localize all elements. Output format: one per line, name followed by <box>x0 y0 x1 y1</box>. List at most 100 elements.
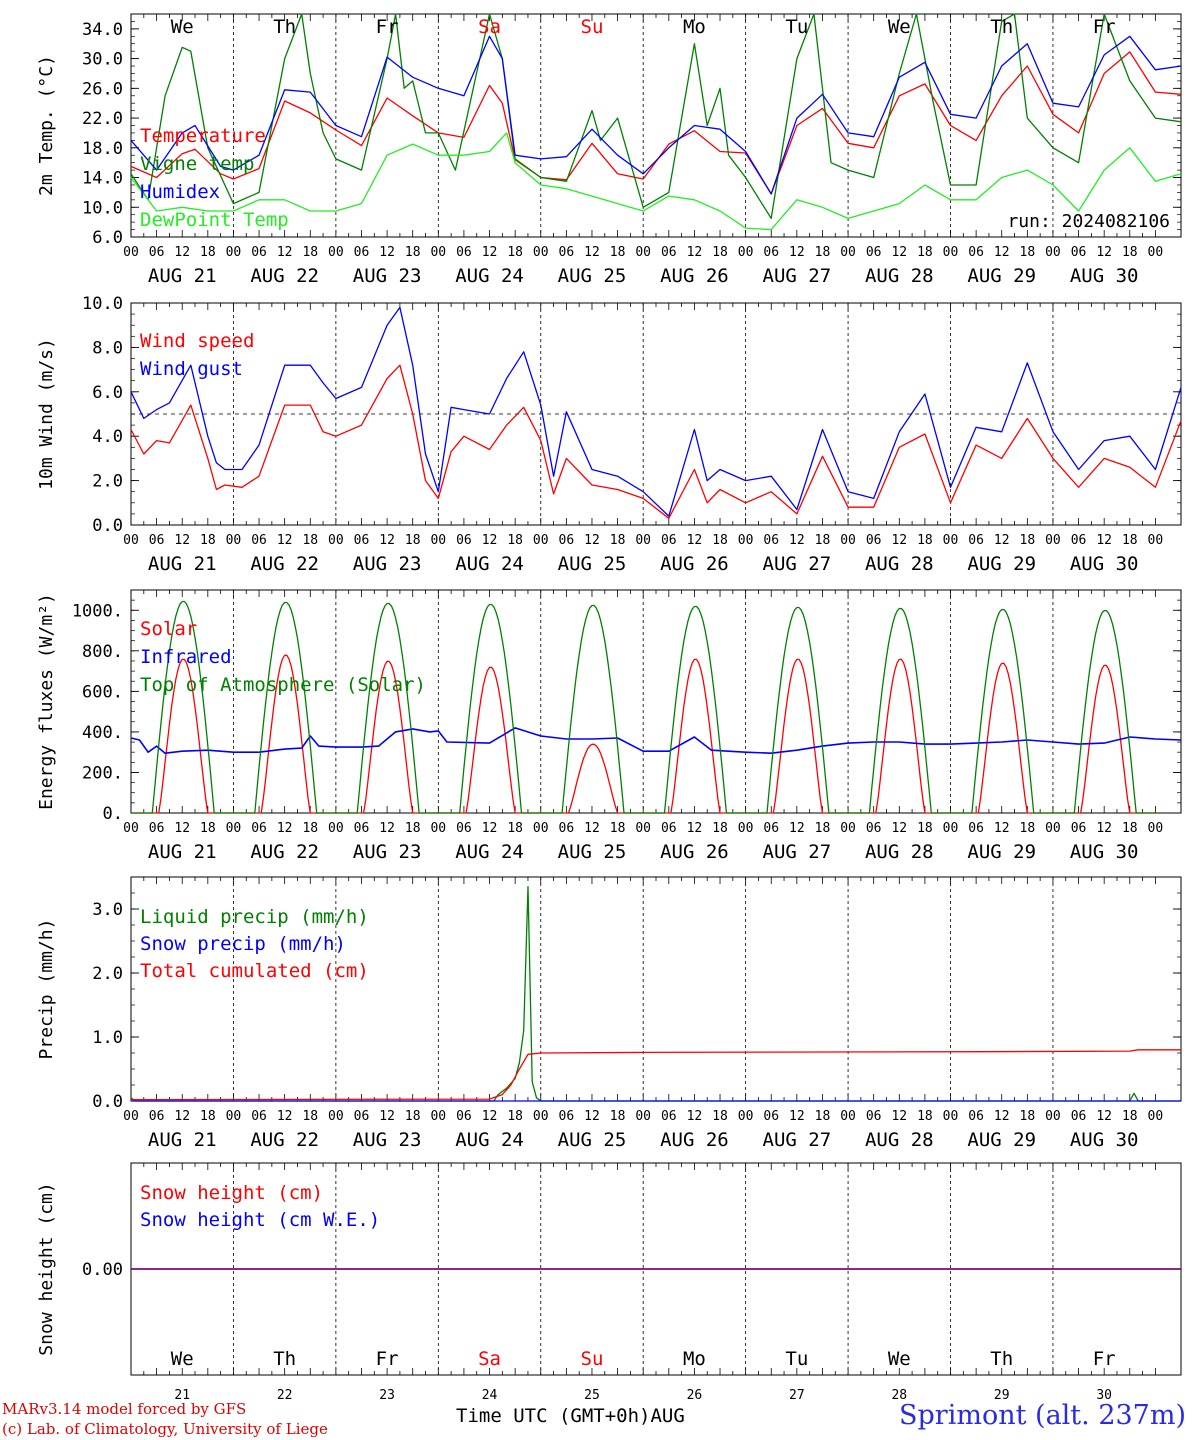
energy-date-label: AUG 29 <box>967 841 1036 863</box>
snow-day-name: Fr <box>376 1348 399 1370</box>
precip-hour-label: 12 <box>891 1109 907 1124</box>
temperature-hour-label: 18 <box>302 245 318 260</box>
temperature-y-tick-label: 34.0 <box>82 20 123 40</box>
temperature-hour-label: 12 <box>891 245 907 260</box>
snow-day-number: 26 <box>687 1388 703 1403</box>
wind-hour-label: 18 <box>917 533 933 548</box>
snow-day-number: 23 <box>379 1388 395 1403</box>
precip-hour-label: 12 <box>1096 1109 1112 1124</box>
temperature-date-label: AUG 25 <box>558 265 627 287</box>
precip-hour-label: 06 <box>354 1109 370 1124</box>
energy-y-tick-label: 600. <box>82 682 123 702</box>
precip-y-tick-label: 1.0 <box>92 1028 123 1048</box>
wind-date-label: AUG 21 <box>148 553 217 575</box>
precip-y-axis-title: Precip (mm/h) <box>36 919 57 1060</box>
temperature-y-tick-label: 10.0 <box>82 198 123 218</box>
temperature-hour-label: 06 <box>559 245 575 260</box>
precip-legend-total-cumulated-cm-: Total cumulated (cm) <box>140 960 369 982</box>
precip-hour-label: 12 <box>789 1109 805 1124</box>
energy-hour-label: 18 <box>507 821 523 836</box>
energy-date-label: AUG 23 <box>353 841 422 863</box>
energy-hour-label: 12 <box>789 821 805 836</box>
temperature-hour-label: 12 <box>789 245 805 260</box>
precip-series-liquid-precip-mm-h- <box>130 885 1181 1102</box>
energy-date-label: AUG 22 <box>250 841 319 863</box>
model-credit: MARv3.14 model forced by GFS <box>2 1400 247 1418</box>
temperature-hour-label: 00 <box>430 245 446 260</box>
wind-hour-label: 00 <box>226 533 242 548</box>
energy-hour-label: 12 <box>277 821 293 836</box>
energy-date-label: AUG 28 <box>865 841 934 863</box>
wind-y-tick-label: 2.0 <box>92 472 123 492</box>
precip-y-tick-label: 3.0 <box>92 900 123 920</box>
energy-date-label: AUG 30 <box>1070 841 1139 863</box>
temperature-date-label: AUG 26 <box>660 265 729 287</box>
temperature-hour-label: 12 <box>277 245 293 260</box>
temperature-date-label: AUG 23 <box>353 265 422 287</box>
temperature-hour-label: 00 <box>123 245 139 260</box>
energy-hour-label: 00 <box>1045 821 1061 836</box>
energy-hour-label: 18 <box>815 821 831 836</box>
energy-y-tick-label: 200. <box>82 763 123 783</box>
temperature-hour-label: 12 <box>1096 245 1112 260</box>
energy-hour-label: 00 <box>328 821 344 836</box>
temperature-hour-label: 00 <box>738 245 754 260</box>
snow-day-name: Th <box>273 1348 296 1370</box>
energy-y-axis-title: Energy fluxes (W/m²) <box>36 593 57 810</box>
temperature-series-dewpoint-temp <box>130 132 1182 231</box>
wind-date-label: AUG 25 <box>558 553 627 575</box>
wind-hour-label: 00 <box>1148 533 1164 548</box>
wind-date-label: AUG 26 <box>660 553 729 575</box>
energy-hour-label: 12 <box>687 821 703 836</box>
temperature-hour-label: 00 <box>533 245 549 260</box>
precip-date-label: AUG 26 <box>660 1129 729 1151</box>
snow-day-number: 22 <box>277 1388 293 1403</box>
temperature-hour-label: 06 <box>149 245 165 260</box>
temperature-series-humidex <box>130 35 1182 195</box>
energy-hour-label: 06 <box>559 821 575 836</box>
snow-day-name: We <box>888 1348 911 1370</box>
temperature-day-name: We <box>888 16 911 38</box>
wind-y-tick-label: 4.0 <box>92 427 123 447</box>
wind-hour-label: 18 <box>507 533 523 548</box>
wind-hour-label: 06 <box>149 533 165 548</box>
temperature-hour-label: 18 <box>405 245 421 260</box>
wind-hour-label: 00 <box>635 533 651 548</box>
wind-legend-wind-speed: Wind speed <box>140 330 254 352</box>
precip-hour-label: 18 <box>815 1109 831 1124</box>
precip-hour-label: 18 <box>1122 1109 1138 1124</box>
energy-hour-label: 06 <box>763 821 779 836</box>
energy-hour-label: 06 <box>866 821 882 836</box>
snow-y-tick-label: 0.00 <box>82 1260 123 1280</box>
precip-hour-label: 18 <box>507 1109 523 1124</box>
precip-hour-label: 12 <box>482 1109 498 1124</box>
energy-hour-label: 18 <box>200 821 216 836</box>
precip-y-tick-label: 0.0 <box>92 1092 123 1112</box>
wind-date-label: AUG 28 <box>865 553 934 575</box>
precip-date-label: AUG 23 <box>353 1129 422 1151</box>
temperature-legend-temperature: Temperature <box>140 125 266 147</box>
energy-legend-infrared: Infrared <box>140 646 232 668</box>
precip-hour-label: 06 <box>559 1109 575 1124</box>
temperature-hour-label: 18 <box>815 245 831 260</box>
energy-y-tick-label: 800. <box>82 642 123 662</box>
temperature-hour-label: 12 <box>482 245 498 260</box>
wind-hour-label: 00 <box>328 533 344 548</box>
wind-hour-label: 18 <box>200 533 216 548</box>
temperature-y-tick-label: 18.0 <box>82 139 123 159</box>
snow-day-name: Su <box>581 1348 604 1370</box>
energy-hour-label: 12 <box>174 821 190 836</box>
energy-hour-label: 00 <box>635 821 651 836</box>
wind-y-tick-label: 10.0 <box>82 294 123 314</box>
temperature-hour-label: 00 <box>840 245 856 260</box>
wind-hour-label: 00 <box>430 533 446 548</box>
precip-hour-label: 12 <box>277 1109 293 1124</box>
energy-legend-top-of-atmosphere-solar-: Top of Atmosphere (Solar) <box>140 674 426 696</box>
energy-date-label: AUG 26 <box>660 841 729 863</box>
snow-day-name: Th <box>990 1348 1013 1370</box>
precip-hour-label: 06 <box>763 1109 779 1124</box>
temperature-hour-label: 06 <box>968 245 984 260</box>
wind-y-tick-label: 0.0 <box>92 516 123 536</box>
wind-hour-label: 18 <box>712 533 728 548</box>
